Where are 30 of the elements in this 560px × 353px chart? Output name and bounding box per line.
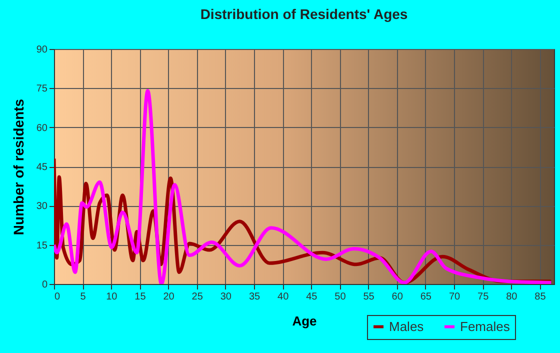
x-tick-label: 60: [392, 292, 404, 302]
x-tick-label: 50: [334, 292, 346, 302]
legend-label: Females: [460, 318, 510, 334]
y-tick-label: 75: [36, 84, 48, 95]
x-tick-label: 15: [134, 292, 146, 302]
x-tick-label: 70: [448, 292, 460, 302]
x-tick-label: 35: [248, 292, 260, 302]
x-axis-title: Age: [292, 314, 317, 328]
y-tick-label: 60: [36, 122, 48, 134]
x-tick-label: 45: [306, 292, 318, 302]
x-tick-label: 0: [54, 292, 60, 302]
legend-label: Males: [389, 318, 424, 334]
y-tick-label: 45: [36, 162, 48, 173]
x-tick-label: 55: [363, 292, 375, 302]
x-tick-label: 5: [80, 292, 86, 302]
x-tick-label: 85: [534, 292, 546, 302]
x-tick-label: 40: [278, 292, 290, 302]
x-tick-label: 65: [420, 292, 432, 302]
x-tick-label: 10: [106, 292, 118, 302]
chart-title: Distribution of Residents' Ages: [200, 6, 408, 22]
x-tick-label: 20: [163, 292, 175, 302]
y-tick-label: 30: [36, 201, 48, 212]
y-tick-label: 0: [42, 280, 48, 290]
y-tick-label: 15: [36, 240, 48, 252]
x-tick-label: 75: [478, 292, 490, 302]
x-tick-label: 80: [506, 292, 518, 302]
x-tick-label: 30: [220, 292, 232, 302]
x-tick-label: 25: [192, 292, 204, 302]
y-axis-title: Number of residents: [10, 98, 26, 236]
y-tick-label: 90: [36, 44, 48, 56]
